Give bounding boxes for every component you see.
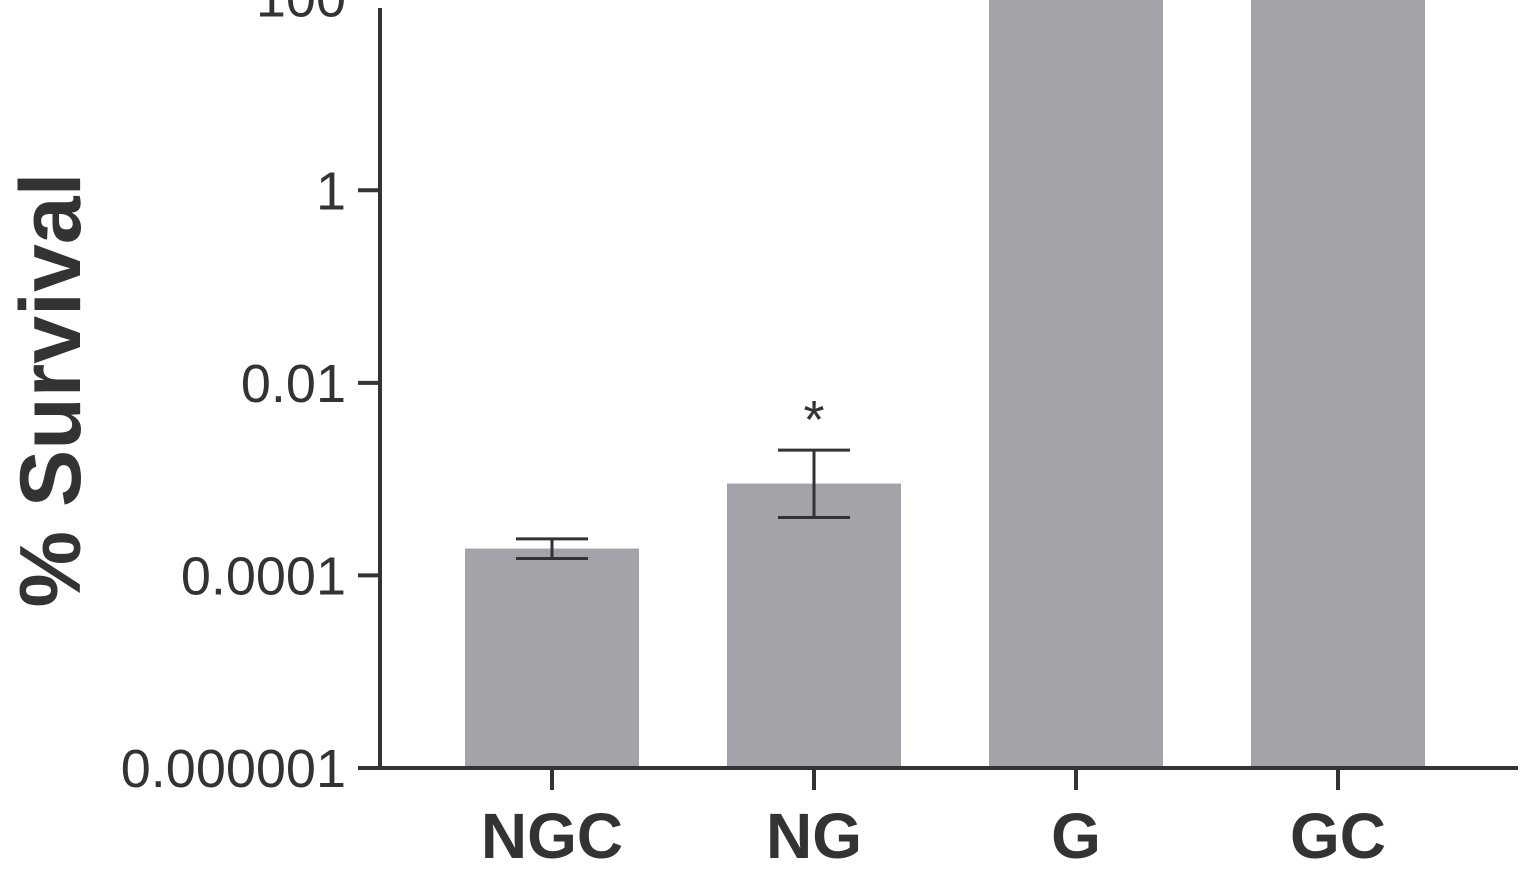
significance-label: * bbox=[803, 390, 824, 450]
y-tick-label: 1 bbox=[316, 161, 346, 221]
x-tick-label: G bbox=[1051, 800, 1101, 872]
x-tick-label: NGC bbox=[481, 800, 623, 872]
y-tick-label: 0.01 bbox=[241, 354, 346, 414]
y-axis-ticks: 0.000001 0.0001 0.01 1 100 bbox=[121, 0, 380, 799]
error-bars bbox=[516, 448, 850, 560]
bars bbox=[465, 0, 1425, 769]
y-axis-title: % Survival bbox=[3, 173, 99, 608]
bar-ng bbox=[727, 483, 901, 768]
significance-labels: ********* bbox=[803, 390, 824, 450]
x-axis-ticks: NGC NG G GC bbox=[481, 768, 1386, 872]
y-tick-label: 0.0001 bbox=[181, 546, 346, 606]
x-tick-label: GC bbox=[1290, 800, 1386, 872]
bar-ngc bbox=[465, 548, 639, 768]
y-tick-label: 100 bbox=[256, 0, 346, 29]
y-tick-label: 0.000001 bbox=[121, 739, 346, 799]
x-tick-label: NG bbox=[766, 800, 862, 872]
bar-g bbox=[989, 0, 1163, 769]
bar-gc bbox=[1251, 0, 1425, 769]
